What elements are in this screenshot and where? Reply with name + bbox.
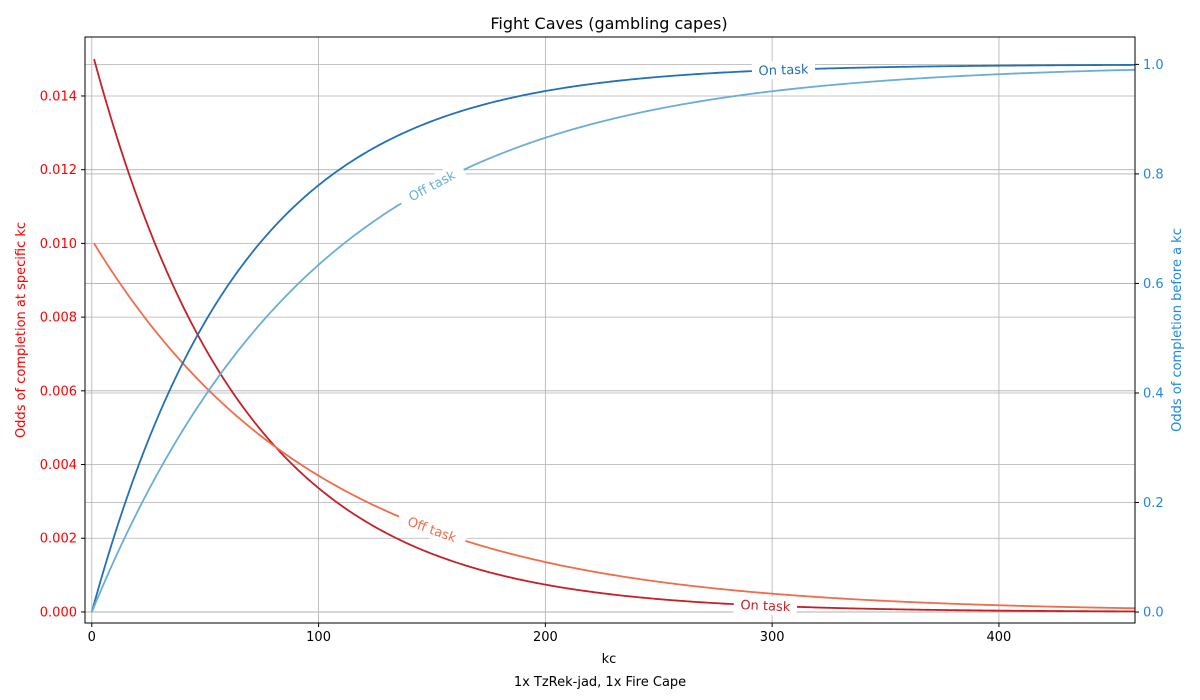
chart-title: Fight Caves (gambling capes) [490,14,727,33]
footer-caption: 1x TzRek-jad, 1x Fire Cape [514,675,686,690]
y-right-tick-label: 0.4 [1143,386,1164,401]
series-line-off-task-pmf [93,242,1136,610]
x-tick-label: 200 [533,630,558,645]
y-left-tick-label: 0.006 [40,384,77,399]
y-right-tick-label: 0.2 [1143,496,1164,511]
y-left-tick-label: 0.000 [40,605,77,620]
inline-label-text: On task [758,62,809,79]
x-axis: 0 100 200 300 400 [88,623,1012,645]
y-right-tick-label: 0.6 [1143,277,1164,292]
inline-label: Off task [396,160,468,211]
y-right-tick-label: 0.8 [1143,167,1164,182]
series-lines [90,58,1136,613]
plot-frame [84,36,1136,624]
inline-labels: On task Off task On task Off task [395,59,816,616]
inline-label-text: On task [740,598,791,615]
y-axis-right-label: Odds of completion before a kc [1170,228,1185,432]
y-axis-right: 0.0 0.2 0.4 0.6 0.8 1.0 [1135,58,1164,621]
inline-label-gap [733,595,798,616]
series-line-on-task-cdf [90,64,1135,613]
y-left-tick-label: 0.008 [40,311,77,326]
series-line-on-task-pmf [93,58,1136,613]
x-tick-label: 0 [88,630,96,645]
inline-label-text: Off task [405,515,458,547]
inline-label: On task [733,595,798,616]
inline-label-gap [396,160,468,211]
y-right-tick-label: 1.0 [1143,58,1164,73]
y-left-tick-label: 0.002 [40,532,77,547]
x-tick-label: 400 [987,630,1012,645]
y-axis-left-label: Odds of completion at specific kc [14,222,29,438]
inline-label-gap [395,508,469,551]
x-axis-label: kc [602,652,617,667]
y-left-tick-label: 0.004 [40,458,77,473]
y-left-tick-label: 0.014 [40,89,77,104]
gridlines [85,37,1135,623]
y-left-tick-label: 0.010 [40,237,77,252]
y-right-tick-label: 0.0 [1143,606,1164,621]
y-left-tick-label: 0.012 [40,163,77,178]
inline-label-gap [751,59,816,80]
x-tick-label: 100 [306,630,331,645]
x-tick-label: 300 [760,630,785,645]
y-axis-left: 0.000 0.002 0.004 0.006 0.008 0.010 0.012 0.014 [40,89,85,620]
inline-label: On task [751,59,816,80]
series-line-off-task-cdf [90,68,1136,613]
